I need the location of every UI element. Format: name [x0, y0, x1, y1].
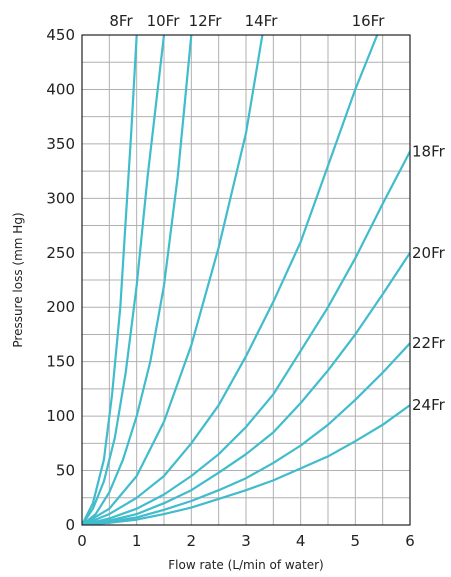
series-label-20fr: 20Fr — [412, 244, 446, 262]
series-label-14fr: 14Fr — [245, 12, 279, 30]
y-tick-label: 100 — [46, 407, 75, 425]
series-line-10fr — [82, 35, 166, 525]
y-tick-label: 300 — [46, 189, 75, 207]
y-tick-label: 0 — [65, 516, 75, 534]
y-tick-label: 150 — [46, 353, 75, 371]
y-tick-label: 200 — [46, 298, 75, 316]
x-tick-label: 6 — [405, 532, 415, 550]
series-line-8fr — [82, 35, 138, 525]
x-axis-title: Flow rate (L/min of water) — [168, 558, 324, 572]
y-tick-label: 350 — [46, 135, 75, 153]
series-lines — [82, 35, 410, 525]
series-label-16fr: 16Fr — [352, 12, 386, 30]
x-tick-label: 3 — [241, 532, 251, 550]
y-tick-label: 450 — [46, 26, 75, 44]
plot-frame — [81, 34, 411, 526]
series-label-22fr: 22Fr — [412, 334, 446, 352]
y-tick-label: 400 — [46, 80, 75, 98]
x-tick-label: 4 — [296, 532, 306, 550]
x-tick-label: 2 — [187, 532, 197, 550]
series-label-10fr: 10Fr — [147, 12, 181, 30]
series-line-18fr — [82, 150, 410, 525]
series-line-16fr — [82, 35, 379, 525]
series-line-22fr — [82, 342, 410, 525]
series-line-20fr — [82, 251, 410, 525]
series-line-14fr — [82, 35, 264, 525]
x-tick-label: 0 — [77, 532, 87, 550]
x-tick-label: 1 — [132, 532, 142, 550]
series-label-12fr: 12Fr — [189, 12, 223, 30]
series-label-18fr: 18Fr — [412, 143, 446, 161]
series-label-24fr: 24Fr — [412, 396, 446, 414]
x-tick-label: 5 — [351, 532, 361, 550]
plot-border — [81, 34, 411, 526]
series-line-12fr — [82, 35, 193, 525]
grid — [82, 35, 410, 525]
y-tick-label: 50 — [56, 462, 75, 480]
tick-labels: 0 1 2 3 4 5 6 0 50 100 150 200 250 300 350 400 450 — [46, 26, 414, 550]
y-axis-title: Pressure loss (mm Hg) — [11, 212, 25, 347]
series-labels: 8Fr 10Fr 12Fr 14Fr 16Fr 18Fr 20Fr 22Fr 24Fr — [109, 12, 445, 414]
series-line-24fr — [82, 404, 410, 525]
y-tick-label: 250 — [46, 244, 75, 262]
series-label-8fr: 8Fr — [109, 12, 133, 30]
